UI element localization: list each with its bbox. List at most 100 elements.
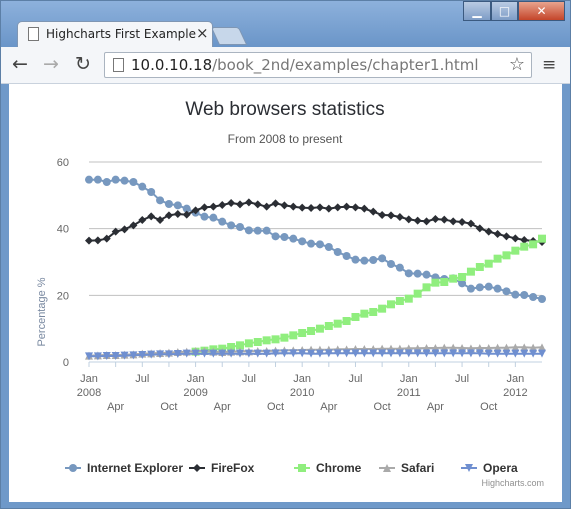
x-tick-label: Jul	[455, 373, 469, 385]
x-tick-label: Jan	[80, 373, 98, 385]
x-year-label: 2008	[77, 387, 101, 399]
data-point	[378, 304, 387, 313]
x-tick-label: Jul	[242, 373, 256, 385]
x-tick-label: Apr	[107, 401, 124, 413]
y-tick-label: 0	[63, 357, 69, 369]
close-tab-icon[interactable]: ×	[196, 24, 209, 42]
data-point	[520, 349, 529, 358]
data-point	[458, 349, 467, 358]
tab-title: Highcharts First Example	[46, 27, 196, 41]
data-point	[280, 349, 289, 358]
data-point	[315, 240, 324, 249]
data-point	[182, 204, 191, 213]
data-point	[324, 349, 333, 358]
data-point	[111, 352, 120, 360]
data-point	[93, 236, 102, 245]
data-point	[484, 282, 493, 291]
data-point	[440, 349, 449, 358]
data-point	[404, 269, 413, 278]
data-point	[156, 196, 165, 205]
line-chart: Web browsers statistics From 2008 to pre…	[36, 99, 546, 488]
reload-icon[interactable]: ↻	[75, 53, 91, 75]
legend-item[interactable]: Opera	[461, 461, 518, 475]
series-internet-explorer[interactable]	[85, 175, 546, 303]
bookmark-star-icon[interactable]: ☆	[508, 54, 525, 75]
data-point	[360, 309, 369, 318]
new-tab-button[interactable]	[210, 27, 248, 45]
data-point	[360, 256, 369, 265]
data-point	[85, 175, 93, 184]
url-path: /book_2nd/examples/chapter1.html	[212, 56, 479, 74]
back-arrow-icon[interactable]: ←	[12, 53, 28, 75]
data-point	[466, 284, 475, 293]
close-window-button[interactable]: ✕	[518, 1, 565, 21]
series-firefox[interactable]	[85, 198, 546, 246]
tab-highcharts[interactable]: Highcharts First Example ×	[17, 21, 213, 47]
menu-icon[interactable]: ≡	[542, 55, 557, 75]
legend-marker	[298, 464, 306, 472]
data-point	[280, 201, 289, 210]
series-line	[88, 346, 543, 357]
address-bar[interactable]: 10.0.10.18/book_2nd/examples/chapter1.ht…	[104, 52, 532, 78]
credits-link[interactable]: Highcharts.com	[481, 478, 544, 488]
data-point	[164, 200, 173, 208]
x-tick-label: Jul	[135, 373, 149, 385]
series-line	[195, 237, 543, 353]
data-point	[218, 201, 227, 209]
data-point	[413, 289, 422, 298]
data-point	[324, 243, 333, 251]
data-point	[200, 212, 209, 221]
legend-item[interactable]: Chrome	[294, 461, 362, 475]
data-point	[475, 283, 484, 292]
data-point	[484, 259, 493, 268]
data-point	[342, 202, 351, 211]
data-point	[422, 270, 431, 279]
page-content: Web browsers statistics From 2008 to pre…	[9, 84, 562, 502]
data-point	[395, 263, 404, 272]
x-tick-label: Jan	[400, 373, 418, 385]
data-point	[253, 226, 262, 235]
data-point	[173, 350, 182, 358]
legend-marker	[193, 464, 201, 472]
legend-item[interactable]: Internet Explorer	[65, 461, 183, 475]
data-point	[93, 352, 102, 361]
data-point	[253, 338, 262, 346]
legend-marker	[465, 464, 473, 472]
data-point	[511, 343, 520, 352]
series-line	[88, 201, 543, 243]
data-point	[538, 343, 546, 352]
minimize-button[interactable]: ▁	[463, 1, 491, 21]
x-tick-label: Apr	[214, 401, 231, 413]
data-point	[147, 188, 156, 196]
data-point	[280, 233, 289, 241]
maximize-button[interactable]: □	[491, 1, 518, 21]
url-text[interactable]: 10.0.10.18/book_2nd/examples/chapter1.ht…	[131, 56, 479, 74]
data-point	[262, 349, 271, 358]
data-point	[404, 294, 413, 303]
data-point	[511, 290, 520, 299]
data-point	[449, 274, 458, 283]
data-point	[466, 267, 475, 276]
data-point	[440, 215, 449, 224]
data-point	[502, 251, 511, 260]
data-point	[227, 199, 236, 207]
data-point	[307, 349, 316, 358]
data-point	[369, 349, 378, 358]
data-point	[458, 273, 467, 281]
x-year-label: 2009	[183, 387, 207, 399]
legend-item[interactable]: Safari	[379, 461, 434, 475]
chart-title: Web browsers statistics	[185, 99, 384, 120]
data-point	[342, 317, 351, 325]
data-point	[484, 227, 493, 236]
data-point	[538, 234, 546, 243]
data-point	[209, 213, 218, 222]
data-point	[351, 349, 360, 358]
forward-arrow-icon[interactable]: →	[43, 53, 59, 75]
data-point	[173, 210, 182, 218]
series-opera[interactable]	[85, 349, 546, 361]
legend-item[interactable]: FireFox	[189, 461, 255, 475]
data-point	[200, 203, 209, 212]
data-point	[262, 226, 271, 235]
data-point	[102, 178, 111, 186]
legend-label: Internet Explorer	[87, 461, 183, 475]
